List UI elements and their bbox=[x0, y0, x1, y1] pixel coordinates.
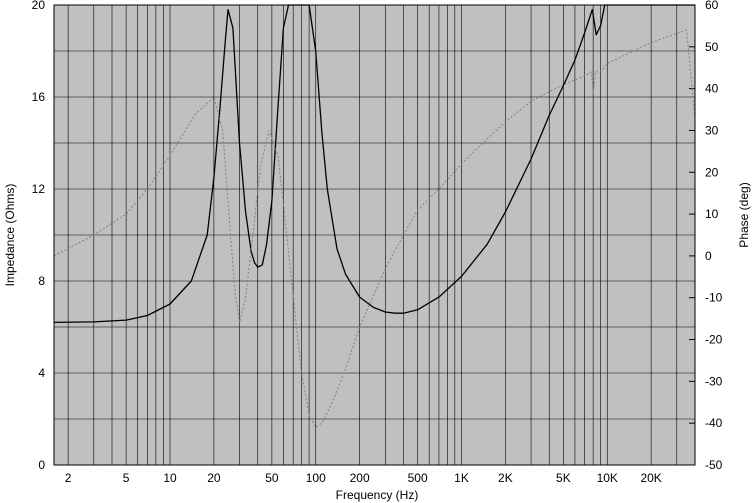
y-tick-label: 12 bbox=[32, 182, 46, 196]
grid bbox=[54, 4, 696, 466]
x-tick-label: 500 bbox=[408, 471, 428, 485]
y-tick-label: 4 bbox=[38, 366, 45, 380]
y-tick-label: 20 bbox=[32, 0, 46, 12]
x-tick-label: 200 bbox=[350, 471, 370, 485]
y2-tick-label: -50 bbox=[705, 458, 723, 472]
y-tick-label: 8 bbox=[38, 274, 45, 288]
y2-tick-label: 20 bbox=[705, 165, 719, 179]
x-axis-title: Frequency (Hz) bbox=[336, 488, 419, 502]
impedance-line bbox=[53, 4, 695, 324]
y2-tick-label: -10 bbox=[705, 291, 723, 305]
x-tick-label: 10 bbox=[163, 471, 177, 485]
x-tick-label: 1K bbox=[454, 471, 469, 485]
x-tick-label: 20K bbox=[640, 471, 661, 485]
y2-tick-label: 30 bbox=[705, 123, 719, 137]
x-tick-label: 100 bbox=[306, 471, 326, 485]
y2-tick-label: -40 bbox=[705, 416, 723, 430]
y2-tick-label: 60 bbox=[705, 0, 719, 12]
y2-tick-label: 0 bbox=[705, 249, 712, 263]
phase-line bbox=[53, 29, 696, 428]
y2-tick-label: 50 bbox=[705, 40, 719, 54]
x-tick-label: 5 bbox=[123, 471, 130, 485]
x-tick-label: 5K bbox=[556, 471, 571, 485]
y2-tick-label: 10 bbox=[705, 207, 719, 221]
x-tick-label: 50 bbox=[265, 471, 279, 485]
series-group bbox=[53, 4, 696, 428]
y2-tick-label: 40 bbox=[705, 82, 719, 96]
y2-tick-label: -30 bbox=[705, 374, 723, 388]
x-tick-label: 10K bbox=[597, 471, 618, 485]
plot-frame bbox=[53, 4, 696, 466]
y-tick-label: 0 bbox=[38, 458, 45, 472]
y2-axis-title: Phase (deg) bbox=[737, 182, 751, 247]
x-tick-label: 2 bbox=[65, 471, 72, 485]
y-axis-title: Impedance (Ohms) bbox=[3, 184, 17, 287]
y-tick-label: 16 bbox=[32, 90, 46, 104]
x-tick-label: 20 bbox=[207, 471, 221, 485]
x-tick-label: 2K bbox=[498, 471, 513, 485]
y2-tick-label: -20 bbox=[705, 333, 723, 347]
